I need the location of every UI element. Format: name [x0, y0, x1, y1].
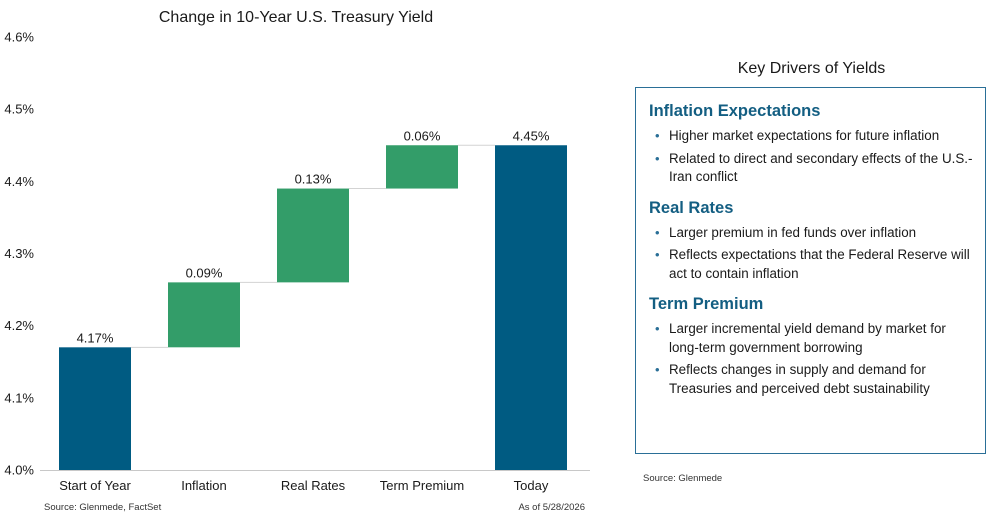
- bullet-list: • Higher market expectations for future i…: [649, 127, 973, 187]
- y-tick-label: 4.1%: [4, 390, 34, 405]
- y-tick-label: 4.3%: [4, 246, 34, 261]
- data-label: 4.17%: [77, 330, 114, 345]
- bullet-dot-icon: •: [655, 150, 660, 166]
- as-of-date: As of 5/28/2026: [518, 502, 585, 513]
- bullet-text: Reflects expectations that the Federal R…: [669, 247, 970, 281]
- waterfall-chart: Change in 10-Year U.S. Treasury Yield 4.0…: [4, 9, 590, 513]
- x-category-label: Today: [514, 478, 549, 493]
- y-tick-label: 4.5%: [4, 102, 34, 117]
- bullet-text: Reflects changes in supply and demand fo…: [669, 362, 930, 396]
- data-label: 0.09%: [186, 265, 223, 280]
- y-tick-label: 4.0%: [4, 463, 34, 478]
- delta-bar: [168, 282, 240, 348]
- bullet-item: • Reflects changes in supply and demand f…: [649, 361, 973, 398]
- bullet-text: Larger premium in fed funds over inflati…: [669, 224, 917, 240]
- bullet-dot-icon: •: [655, 247, 660, 262]
- bullet-dot-icon: •: [655, 224, 660, 240]
- bullet-dot-icon: •: [655, 128, 660, 143]
- section-real-rates: Real Rates • Larger premium in fed funds …: [649, 199, 973, 284]
- bullet-text: Related to direct and secondary effects …: [669, 150, 973, 185]
- total-bar: [59, 347, 131, 470]
- chart-title: Change in 10-Year U.S. Treasury Yield: [159, 9, 433, 26]
- delta-bar: [386, 145, 458, 189]
- bullet-list: • Larger premium in fed funds over inflat…: [649, 224, 973, 284]
- x-category-label: Inflation: [181, 478, 227, 493]
- chart-source-note: Source: Glenmede, FactSet: [44, 502, 162, 513]
- bullet-item: • Reflects expectations that the Federal …: [649, 246, 973, 283]
- total-bar: [495, 145, 567, 470]
- bullet-list: • Larger incremental yield demand by mark…: [649, 320, 973, 398]
- bullet-item: • Higher market expectations for future i…: [649, 127, 973, 146]
- section-inflation-expectations: Inflation Expectations • Higher market ex…: [649, 102, 973, 187]
- bullet-text: Higher market expectations for future in…: [669, 128, 940, 143]
- section-heading: Term Premium: [649, 295, 764, 313]
- bullet-dot-icon: •: [655, 362, 660, 377]
- section-term-premium: Term Premium • Larger incremental yield d…: [649, 295, 973, 398]
- y-tick-label: 4.4%: [4, 174, 34, 189]
- delta-bar: [277, 188, 349, 283]
- data-label: 0.06%: [404, 128, 441, 143]
- bullet-text: Larger incremental yield demand by marke…: [669, 321, 946, 355]
- panel-source-note: Source: Glenmede: [643, 473, 723, 484]
- section-heading: Real Rates: [649, 198, 734, 217]
- section-heading: Inflation Expectations: [649, 102, 821, 120]
- y-tick-label: 4.2%: [4, 318, 34, 333]
- data-label: 4.45%: [513, 128, 550, 143]
- y-tick-label: 4.6%: [4, 30, 34, 45]
- bullet-item: • Larger incremental yield demand by mark…: [649, 320, 973, 357]
- data-label: 0.13%: [295, 172, 332, 187]
- bullet-item: • Related to direct and secondary effects…: [649, 150, 973, 187]
- bullet-dot-icon: •: [655, 321, 660, 336]
- x-category-label: Real Rates: [281, 478, 346, 493]
- bullet-item: • Larger premium in fed funds over inflat…: [649, 224, 973, 243]
- panel-title: Key Drivers of Yields: [737, 60, 886, 77]
- key-drivers-box: Inflation Expectations • Higher market ex…: [635, 87, 986, 454]
- x-category-label: Start of Year: [59, 478, 131, 493]
- x-category-label: Term Premium: [380, 478, 465, 493]
